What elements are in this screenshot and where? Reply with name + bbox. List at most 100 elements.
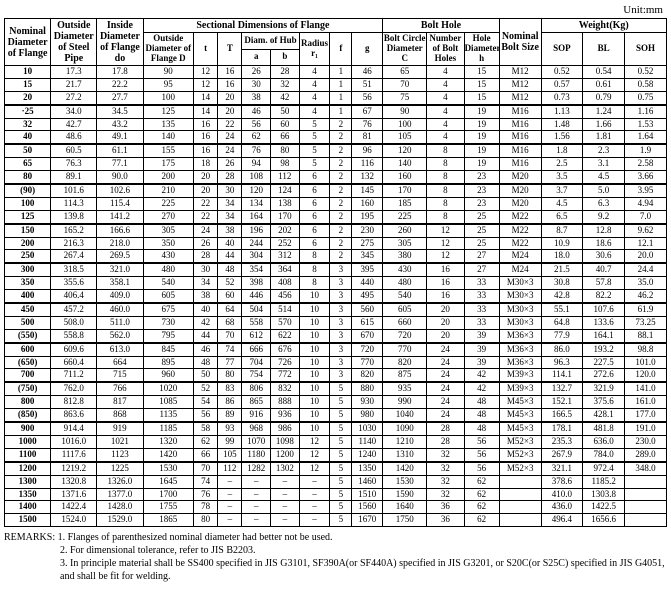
cell: – [242,501,271,514]
cell: 66 [194,448,218,461]
cell: 980 [352,409,383,422]
cell: 12 [427,237,464,250]
hdr-hole-dia: Hole Diameter h [464,33,499,66]
cell: 100 [143,91,194,104]
cell: 99 [218,435,242,448]
cell: – [218,488,242,501]
table-row: 2027.227.710014203842415675415M120.730.7… [5,91,667,104]
cell: M39×3 [499,382,541,395]
cell: 30.6 [583,250,625,263]
cell: 3 [330,343,352,356]
cell: 5 [299,118,330,131]
hdr-f: f [330,33,352,66]
cell: 1.16 [625,105,667,118]
cell: 19 [464,105,499,118]
cell: M12 [499,78,541,91]
cell: 321.9 [583,382,625,395]
cell: 480 [143,263,194,276]
cell: 8 [299,277,330,290]
cell: 20 [194,171,218,184]
cell: 460.0 [97,303,143,316]
cell: 1700 [143,488,194,501]
cell: 605 [383,303,427,316]
cell: (550) [5,329,51,342]
cell: 1320 [143,435,194,448]
cell: 132 [352,171,383,184]
cell: 26 [194,237,218,250]
cell: 560 [352,303,383,316]
cell: 70 [218,329,242,342]
cell: 14 [194,105,218,118]
cell: 270 [143,210,194,223]
cell: 90.0 [97,171,143,184]
cell: 250 [5,250,51,263]
cell: 20 [218,105,242,118]
cell: 83 [218,382,242,395]
cell: (650) [5,356,51,369]
cell: 15 [464,78,499,91]
cell: 1.53 [625,118,667,131]
cell: 1070 [242,435,271,448]
cell: 23 [464,197,499,210]
cell: 6 [299,184,330,197]
cell: 195 [352,210,383,223]
cell: M16 [499,144,541,157]
cell: M24 [499,263,541,276]
cell: 916 [242,409,271,422]
cell: 150 [5,224,51,237]
cell: 312 [271,250,300,263]
cell: 20.0 [625,250,667,263]
cell: 77.9 [541,329,583,342]
cell: 10 [299,356,330,369]
cell: 42 [194,316,218,329]
cell: 225 [143,197,194,210]
cell: 318.5 [51,263,97,276]
cell: 5 [330,501,352,514]
cell: 21.5 [541,263,583,276]
cell: 39 [464,329,499,342]
cell: 141.2 [97,210,143,223]
cell: 704 [242,356,271,369]
table-row: 350355.6358.15403452398408834404801633M3… [5,277,667,290]
cell: 24 [194,224,218,237]
cell: 5 [330,382,352,395]
table-row: 6576.377.11751826949852116140819M162.53.… [5,158,667,171]
cell: 4 [299,66,330,79]
table-row: 400406.4409.060538604464561034955401633M… [5,290,667,303]
cell: 321.1 [541,462,583,475]
cell: 6.3 [583,197,625,210]
cell: 1.66 [583,118,625,131]
cell: 22 [218,118,242,131]
cell: 1 [330,105,352,118]
cell: M45×3 [499,422,541,435]
cell: 305 [383,237,427,250]
cell: 96 [352,144,383,157]
cell: 408 [271,277,300,290]
hdr-bolt-circle: Bolt Circle Diameter C [383,33,427,66]
cell: – [218,514,242,527]
cell: 766 [97,382,143,395]
cell: 46 [352,66,383,79]
cell: – [271,501,300,514]
cell: 10 [299,382,330,395]
cell: 56 [242,118,271,131]
cell: 267.4 [51,250,97,263]
cell: 28 [427,422,464,435]
cell: 16 [194,144,218,157]
cell: 1500 [5,514,51,527]
cell: 33 [464,316,499,329]
cell: 457.2 [51,303,97,316]
remarks-item: 3. In principle material shall be SS400 … [60,557,667,583]
cell: 34 [194,277,218,290]
cell: 880 [352,382,383,395]
cell: 76 [242,144,271,157]
cell: 15 [5,78,51,91]
cell: 1085 [143,396,194,409]
cell: 358.1 [97,277,143,290]
cell: 32 [271,78,300,91]
cell: – [242,488,271,501]
cell: 504 [242,303,271,316]
cell: M36×3 [499,329,541,342]
cell: 62 [464,488,499,501]
cell: 4.5 [541,197,583,210]
